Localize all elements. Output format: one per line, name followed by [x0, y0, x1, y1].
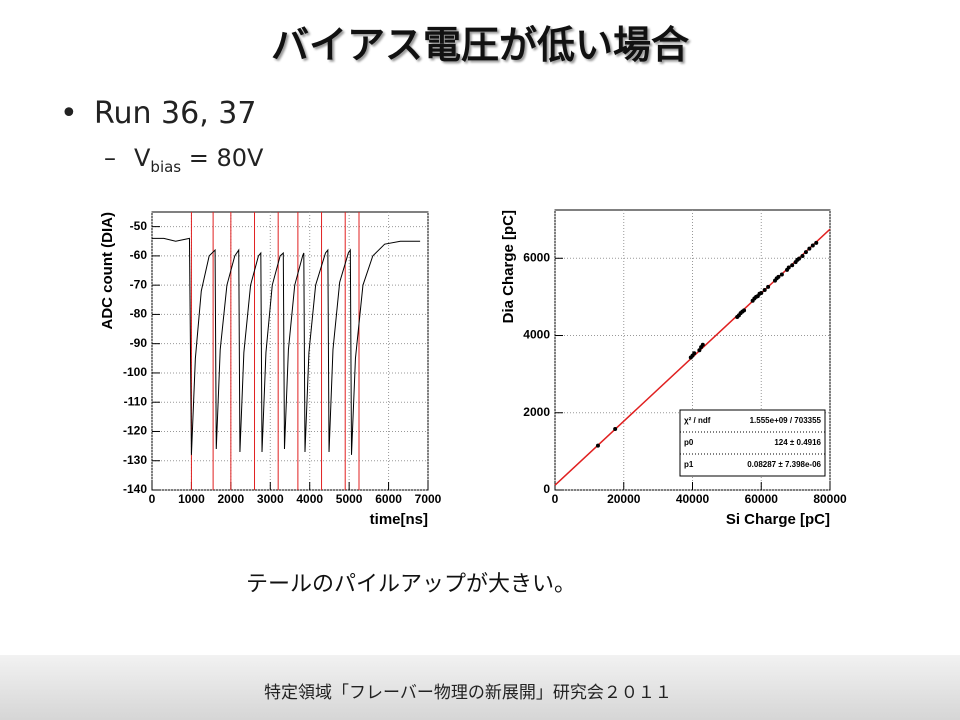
plot-frame [151, 211, 429, 491]
y-tick-label: -60 [130, 248, 148, 262]
point [786, 265, 791, 270]
y-tick-label: -70 [130, 277, 148, 291]
y-tick-label: -140 [123, 482, 147, 496]
y-tick-label: -100 [123, 365, 147, 379]
point [803, 250, 808, 255]
bullet: Run 36, 37 [60, 96, 256, 131]
point [776, 274, 781, 279]
x-tick-label: 4000 [296, 492, 323, 506]
bullet-text: Run 36, 37 [94, 96, 257, 131]
x-tick-label: 2000 [218, 492, 245, 506]
y-tick-label: -80 [130, 307, 148, 321]
footer: 特定領域「フレーバー物理の新展開」研究会２０１１ [0, 655, 960, 720]
point [800, 253, 805, 258]
x-tick-label: 7000 [415, 492, 442, 506]
point [797, 256, 802, 261]
stats-value: 124 ± 0.4916 [774, 438, 821, 447]
y-tick-label: 6000 [523, 250, 550, 264]
point [692, 351, 697, 356]
point [613, 426, 618, 431]
x-tick-label: 1000 [178, 492, 205, 506]
stats-name: p0 [684, 438, 694, 447]
x-tick-label: 0 [552, 492, 559, 506]
y-tick-label: 2000 [523, 405, 550, 419]
stats-name: p1 [684, 460, 694, 469]
point [766, 284, 771, 289]
y-tick-label: 0 [543, 482, 550, 496]
stats-box [679, 409, 826, 477]
stats-value: 0.08287 ± 7.398e-06 [747, 460, 821, 469]
point [697, 348, 702, 353]
sub-bullet-subscript: bias [150, 157, 182, 176]
x-tick-label: 6000 [375, 492, 402, 506]
y-tick-label: 4000 [523, 328, 550, 342]
sub-bullet-main: V [134, 144, 151, 172]
point [762, 287, 767, 292]
sub-bullet-rest: = 80V [181, 144, 264, 172]
x-axis-title: time[ns] [370, 511, 428, 528]
y-tick-label: -50 [130, 219, 148, 233]
caption: テールのパイルアップが大きい。 [246, 572, 577, 597]
footer-text: 特定領域「フレーバー物理の新展開」研究会２０１１ [264, 683, 672, 703]
point [807, 246, 812, 251]
y-tick-label: -130 [123, 453, 147, 467]
point [810, 243, 815, 248]
waveform [152, 237, 421, 455]
x-tick-label: 5000 [336, 492, 363, 506]
stats-name: χ² / ndf [684, 416, 711, 425]
point [595, 443, 600, 448]
point [742, 308, 747, 313]
y-axis-title: ADC count (DIA) [99, 212, 116, 329]
y-tick-label: -90 [130, 336, 148, 350]
x-tick-label: 20000 [607, 492, 641, 506]
x-tick-label: 40000 [676, 492, 710, 506]
point [790, 263, 795, 268]
point [779, 272, 784, 277]
sub-bullet: Vbias = 80V [104, 144, 263, 176]
slide-title: バイアス電圧が低い場合 [270, 23, 689, 67]
x-tick-label: 60000 [745, 492, 779, 506]
y-tick-label: -110 [124, 394, 148, 408]
x-tick-label: 0 [149, 492, 156, 506]
point [700, 342, 705, 347]
x-tick-label: 80000 [813, 492, 847, 506]
stats-value: 1.555e+09 / 703355 [750, 416, 822, 425]
x-tick-label: 3000 [257, 492, 284, 506]
y-tick-label: -120 [123, 424, 147, 438]
x-axis-title: Si Charge [pC] [726, 511, 830, 528]
point [759, 291, 764, 296]
point [814, 240, 819, 245]
y-axis-title: Dia Charge [pC] [500, 210, 517, 323]
